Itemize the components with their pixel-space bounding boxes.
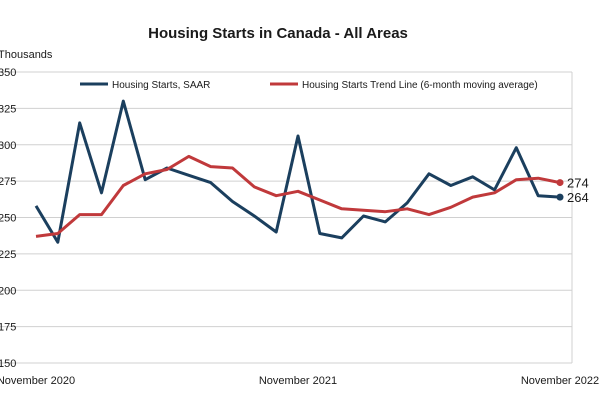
y-tick-label: 300 [0,140,16,152]
y-tick-label: 200 [0,285,16,297]
chart-title: Housing Starts in Canada - All Areas [148,25,408,42]
series-end-point-0 [556,193,564,201]
y-tick-labels: 150 175 200 225 250 275 300 325 350 [0,67,16,370]
series-end-label: 264 [567,190,589,205]
legend: Housing Starts, SAAR Housing Starts Trend… [80,80,538,91]
series-lines [34,99,564,244]
legend-label: Housing Starts Trend Line (6-month movin… [302,80,538,91]
y-tick-label: 350 [0,67,16,79]
x-tick-labels: November 2020 November 2021 November 2022 [0,375,599,387]
y-tick-label: 225 [0,249,16,261]
series-end-label: 274 [567,176,589,191]
x-tick-label: November 2020 [0,375,75,387]
y-tick-label: 250 [0,213,16,225]
series-line-1 [35,154,561,238]
y-tick-label: 150 [0,358,16,370]
series-line-0 [34,99,561,244]
legend-label: Housing Starts, SAAR [112,80,210,91]
series-end-point-1 [556,179,564,187]
y-axis-label: Thousands [0,49,53,61]
y-tick-label: 275 [0,176,16,188]
y-tick-label: 325 [0,103,16,115]
x-tick-label: November 2021 [259,375,337,387]
x-tick-label: November 2022 [521,375,599,387]
grid [0,71,573,364]
y-tick-label: 175 [0,322,16,334]
